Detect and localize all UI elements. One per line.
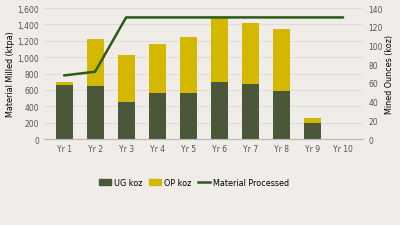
Bar: [118, 56, 135, 103]
Bar: [86, 86, 104, 140]
Bar: [56, 83, 73, 86]
Bar: [304, 119, 321, 124]
Bar: [148, 45, 166, 93]
Bar: [180, 93, 197, 140]
Bar: [86, 40, 104, 86]
Bar: [304, 124, 321, 140]
Bar: [273, 92, 290, 140]
Bar: [242, 85, 259, 140]
Bar: [211, 82, 228, 140]
Bar: [273, 29, 290, 92]
Y-axis label: Material Milled (ktpa): Material Milled (ktpa): [6, 32, 14, 117]
Y-axis label: Mined Ounces (koz): Mined Ounces (koz): [386, 35, 394, 114]
Bar: [148, 93, 166, 140]
Bar: [242, 24, 259, 85]
Bar: [211, 19, 228, 82]
Bar: [56, 86, 73, 140]
Bar: [180, 38, 197, 93]
Bar: [118, 103, 135, 140]
Legend: UG koz, OP koz, Material Processed: UG koz, OP koz, Material Processed: [96, 175, 293, 190]
